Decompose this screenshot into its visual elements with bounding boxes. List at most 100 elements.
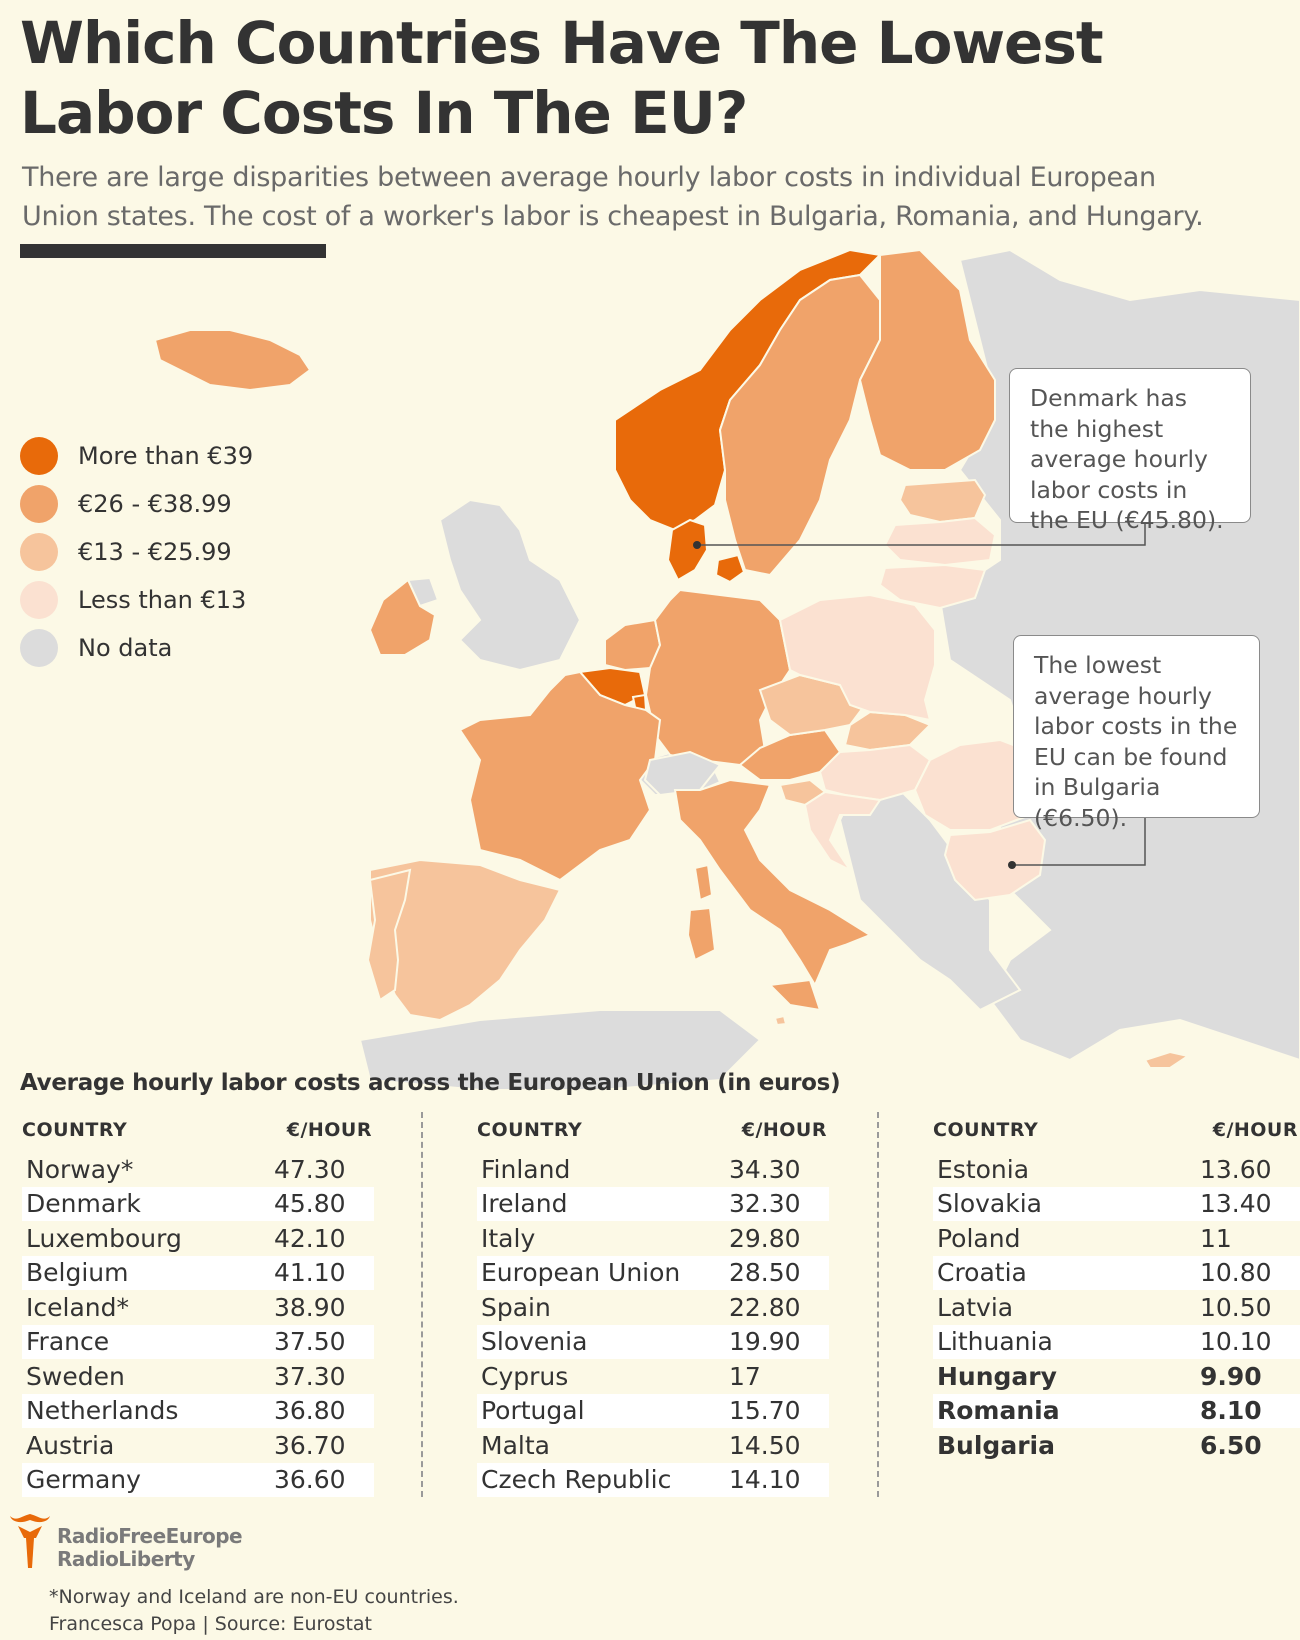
region-estonia [898,478,987,524]
region-bulgaria [943,818,1047,902]
hourly-cost: 37.50 [274,1327,346,1357]
region-malta [773,1014,788,1027]
table-header: COUNTRY €/HOUR [22,1108,374,1152]
country-name: Lithuania [937,1327,1053,1357]
logo-line-1: RadioFreeEurope [57,1524,243,1548]
header-country: COUNTRY [22,1119,128,1141]
region-france [458,670,662,882]
torch-icon [10,1514,50,1568]
title-rule [20,244,326,258]
hourly-cost: 13.60 [1200,1154,1272,1184]
legend-item-tier-1: More than €39 [20,432,253,480]
country-name: Portugal [481,1396,585,1426]
hourly-cost: 37.30 [274,1361,346,1391]
table-row: Iceland* 38.90 [22,1290,374,1325]
country-name: Romania [937,1396,1060,1426]
hourly-cost: 41.10 [274,1258,346,1288]
country-name: Iceland* [26,1292,129,1322]
table-rows: Estonia 13.60 Slovakia 13.40 Poland 11 Croatia… [933,1152,1300,1463]
legend-item-tier-2: €26 - €38.99 [20,480,253,528]
country-name: Austria [26,1430,115,1460]
table-row: Czech Republic 14.10 [477,1462,829,1497]
region-denmark-zealand [714,553,746,584]
country-name: Luxembourg [26,1223,182,1253]
country-name: Belgium [26,1258,129,1288]
table-row: France 37.50 [22,1324,374,1359]
hourly-cost: 36.80 [274,1396,346,1426]
legend-swatch [20,437,58,475]
country-name: Slovakia [937,1189,1042,1219]
logo-line-2: RadioLiberty [57,1547,195,1571]
region-italy-sardinia [686,906,717,962]
page-title: Which Countries Have The Lowest Labor Co… [20,9,1104,147]
hourly-cost: 14.10 [729,1465,801,1495]
region-cyprus [1143,1050,1191,1069]
bulgaria-callout: The lowest average hourly labor costs in… [1013,635,1260,832]
hourly-cost: 19.90 [729,1327,801,1357]
hourly-cost: 9.90 [1200,1361,1262,1391]
country-name: Germany [26,1465,141,1495]
table-header: COUNTRY €/HOUR [933,1108,1300,1152]
table-row: Slovakia 13.40 [933,1186,1300,1221]
hourly-cost: 15.70 [729,1396,801,1426]
table-row: Luxembourg 42.10 [22,1221,374,1256]
country-name: Ireland [481,1189,568,1219]
hourly-cost: 32.30 [729,1189,801,1219]
legend-item-no-data: No data [20,624,253,672]
legend-item-tier-4: Less than €13 [20,576,253,624]
table-row: Netherlands 36.80 [22,1393,374,1428]
country-name: Malta [481,1430,550,1460]
legend-label: More than €39 [78,442,254,470]
country-name: Croatia [937,1258,1027,1288]
hourly-cost: 36.70 [274,1430,346,1460]
hourly-cost: 34.30 [729,1154,801,1184]
region-france-corsica [693,863,714,902]
region-latvia [883,516,997,567]
hourly-cost: 29.80 [729,1223,801,1253]
region-sweden [718,273,881,577]
country-name: France [26,1327,110,1357]
table-row: Belgium 41.10 [22,1255,374,1290]
hourly-cost: 6.50 [1200,1430,1262,1460]
legend-label: No data [78,634,173,662]
hourly-cost: 14.50 [729,1430,801,1460]
hourly-cost: 36.60 [274,1465,346,1495]
country-name: Denmark [26,1189,141,1219]
legend-label: Less than €13 [78,586,247,614]
table-header: COUNTRY €/HOUR [477,1108,829,1152]
country-name: Norway* [26,1154,134,1184]
table-row: Hungary 9.90 [933,1359,1300,1394]
country-name: Latvia [937,1292,1014,1322]
legend-label: €13 - €25.99 [78,538,232,566]
region-poland [778,593,936,722]
callout-leaders [697,523,1146,866]
country-name: Spain [481,1292,551,1322]
table-row: Portugal 15.70 [477,1393,829,1428]
table-column-1: COUNTRY €/HOUR Norway* 47.30 Denmark 45.80 L… [22,1108,374,1497]
legend-swatch [20,485,58,523]
region-italy-sicily [767,978,822,1012]
column-divider [421,1112,423,1497]
hourly-cost: 10.80 [1200,1258,1272,1288]
table-row: Estonia 13.60 [933,1152,1300,1187]
table-row: Romania 8.10 [933,1393,1300,1428]
table-title: Average hourly labor costs across the Eu… [20,1070,841,1096]
table-row: Italy 29.80 [477,1221,829,1256]
region-iceland [153,329,312,392]
region-finland [858,248,996,471]
header-country: COUNTRY [477,1119,583,1141]
hourly-cost: 28.50 [729,1258,801,1288]
footnote-line-2: Francesca Popa | Source: Eurostat [49,1613,372,1635]
table-row: Cyprus 17 [477,1359,829,1394]
header-value: €/HOUR [1212,1119,1298,1141]
hourly-cost: 11 [1200,1223,1232,1253]
hourly-cost: 45.80 [274,1189,346,1219]
column-divider [877,1112,879,1497]
table-column-3: COUNTRY €/HOUR Estonia 13.60 Slovakia 13.40… [933,1108,1300,1463]
table-row: Finland 34.30 [477,1152,829,1187]
country-name: Estonia [937,1154,1030,1184]
header-country: COUNTRY [933,1119,1039,1141]
hourly-cost: 17 [729,1361,761,1391]
country-name: Italy [481,1223,536,1253]
header-value: €/HOUR [286,1119,372,1141]
